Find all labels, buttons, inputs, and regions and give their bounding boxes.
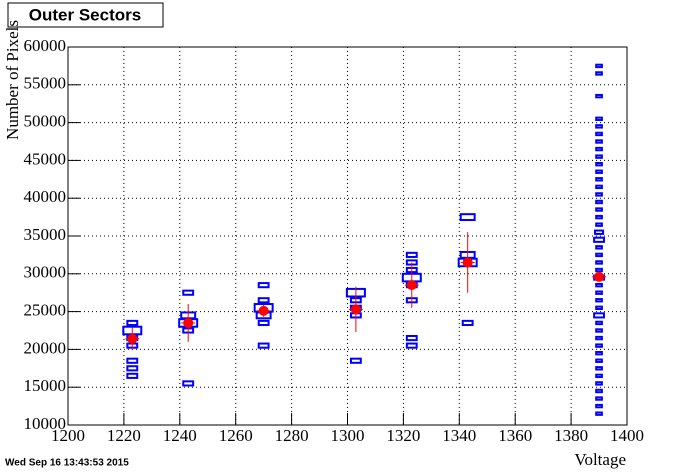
bin-box — [257, 282, 270, 289]
profile-point — [258, 305, 269, 316]
bin-box — [126, 372, 139, 379]
timestamp: Wed Sep 16 13:43:53 2015 — [5, 458, 129, 469]
bin-box — [595, 305, 603, 311]
y-tick-label: 45000 — [24, 149, 67, 168]
x-tick-label: 1300 — [331, 426, 365, 445]
bin-box — [182, 380, 195, 387]
bin-box — [595, 335, 603, 341]
y-axis-label: Number of Pixels — [3, 20, 22, 140]
bin-box — [595, 207, 603, 212]
bin-box — [257, 319, 270, 327]
bin-box — [595, 214, 603, 220]
y-tick-label: 50000 — [24, 112, 67, 131]
bin-box — [459, 213, 476, 222]
bin-box — [595, 184, 603, 190]
bin-box — [593, 236, 605, 243]
title-box — [7, 2, 164, 28]
bin-box — [595, 350, 603, 356]
bin-box — [595, 71, 603, 76]
bin-box — [595, 177, 603, 182]
bin-box — [461, 319, 474, 327]
y-tick-label: 60000 — [24, 36, 67, 55]
bin-box — [405, 334, 418, 342]
bin-box — [595, 139, 603, 144]
bin-box — [405, 342, 418, 349]
bin-box — [595, 192, 603, 197]
bin-box — [595, 373, 603, 379]
bin-box — [593, 312, 605, 319]
bin-box — [257, 342, 270, 349]
chart-title: Outer Sectors — [29, 5, 141, 24]
x-tick-label: 1340 — [442, 426, 476, 445]
bin-box — [595, 366, 603, 371]
bin-box — [595, 260, 603, 265]
profile-point — [462, 257, 473, 268]
bin-box — [595, 328, 603, 333]
bin-box — [257, 297, 270, 304]
bin-box — [595, 298, 603, 303]
x-tick-label: 1280 — [275, 426, 309, 445]
y-tick-label: 40000 — [24, 187, 67, 206]
bin-box — [595, 358, 603, 363]
profile-point — [406, 280, 417, 291]
profile-point — [594, 271, 605, 282]
bin-box — [595, 320, 603, 326]
y-tick-label: 55000 — [24, 74, 67, 93]
x-tick-label: 1260 — [219, 426, 253, 445]
bin-box — [595, 267, 603, 273]
y-tick-label: 25000 — [24, 301, 67, 320]
x-tick-label: 1220 — [107, 426, 141, 445]
y-tick-label: 10000 — [24, 414, 67, 433]
x-tick-label: 1400 — [610, 426, 644, 445]
bin-box — [595, 146, 603, 152]
bin-box — [595, 63, 603, 69]
bin-box — [126, 319, 139, 327]
bin-box — [349, 357, 362, 364]
profile-point — [127, 333, 138, 344]
bin-box — [594, 229, 605, 235]
bin-box — [126, 365, 139, 372]
bin-box — [595, 161, 603, 167]
x-tick-label: 1320 — [386, 426, 420, 445]
x-tick-label: 1200 — [51, 426, 85, 445]
bin-box — [595, 282, 603, 288]
profile-point — [350, 304, 361, 315]
profile-point — [183, 317, 194, 328]
bin-box — [595, 381, 603, 386]
bin-box — [595, 290, 603, 295]
bin-box — [595, 131, 603, 137]
x-tick-label: 1360 — [498, 426, 532, 445]
bin-box — [595, 343, 603, 348]
bin-box — [595, 222, 603, 227]
y-tick-label: 15000 — [24, 376, 67, 395]
bin-box — [595, 403, 603, 409]
x-tick-label: 1380 — [554, 426, 588, 445]
y-tick-label: 35000 — [24, 225, 67, 244]
bin-box — [595, 116, 603, 122]
bin-box — [405, 251, 418, 258]
bin-box — [595, 199, 603, 205]
y-tick-label: 20000 — [24, 338, 67, 357]
bin-box — [595, 245, 603, 250]
bin-box — [182, 289, 195, 296]
bin-box — [595, 252, 603, 258]
bin-box — [595, 124, 603, 129]
bin-box — [595, 169, 603, 174]
bin-box — [595, 411, 603, 416]
bin-box — [595, 396, 603, 401]
bin-box — [595, 93, 603, 99]
x-axis-label: Voltage — [574, 450, 626, 469]
x-tick-label: 1240 — [163, 426, 197, 445]
y-tick-label: 30000 — [24, 263, 67, 282]
bin-box — [126, 357, 139, 364]
bin-box — [595, 154, 603, 159]
bin-box — [595, 388, 603, 394]
